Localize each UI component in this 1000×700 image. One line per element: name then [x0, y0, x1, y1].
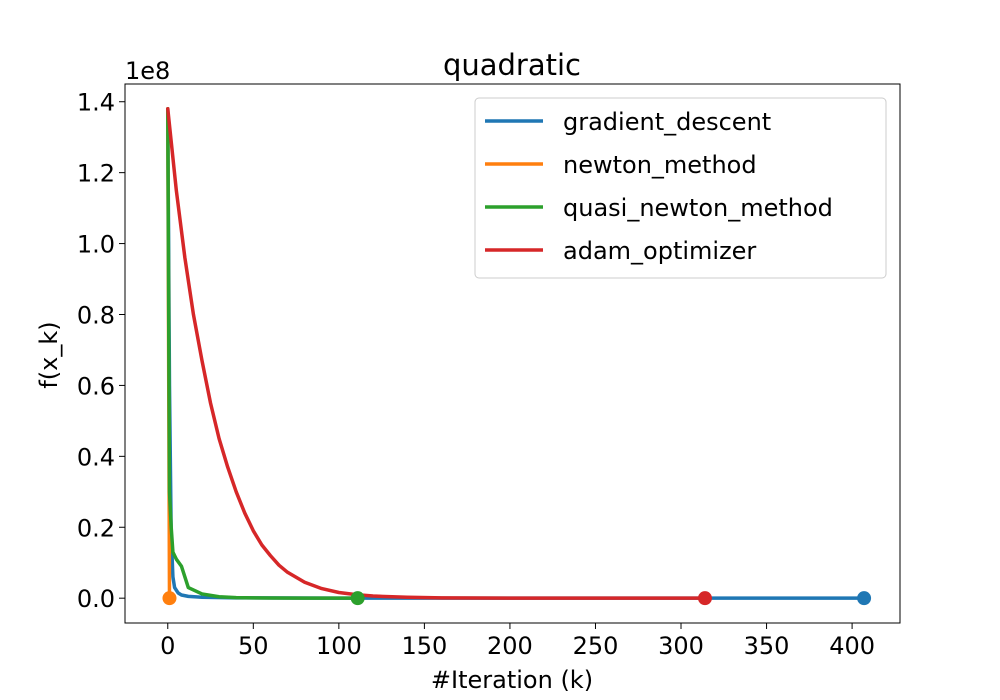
- x-tick-label: 100: [316, 632, 362, 660]
- series-end-marker-adam-optimizer: [697, 591, 712, 606]
- y-tick-label: 0.0: [77, 585, 115, 613]
- y-tick-label: 0.6: [77, 372, 115, 400]
- axes-layer: [124, 83, 901, 624]
- chart-title: quadratic: [443, 48, 581, 82]
- x-tick-label: 400: [829, 632, 875, 660]
- legend-label-gradient-descent: gradient_descent: [563, 108, 771, 136]
- y-axis-title: f(x_k): [35, 321, 63, 388]
- series-line-quasi-newton-method: [166, 107, 360, 600]
- legend-label-quasi-newton-method: quasi_newton_method: [563, 194, 833, 222]
- x-tick-label: 250: [573, 632, 619, 660]
- y-offset-label: 1e8: [125, 57, 170, 85]
- plot-frame: [124, 83, 901, 624]
- legend: gradient_descent newton_method quasi_newto…: [474, 97, 887, 279]
- series-end-marker-newton-method: [162, 591, 177, 606]
- y-tick-label: 0.8: [77, 301, 115, 329]
- x-tick-label: 50: [238, 632, 269, 660]
- y-tick-label: 1.4: [77, 89, 115, 117]
- y-tick-label: 0.2: [77, 514, 115, 542]
- x-tick-label: 300: [658, 632, 704, 660]
- x-tick-label: 200: [487, 632, 533, 660]
- x-tick-label: 150: [401, 632, 447, 660]
- x-tick-label: 350: [744, 632, 790, 660]
- x-tick-label: 0: [160, 632, 175, 660]
- y-tick-label: 1.0: [77, 231, 115, 259]
- y-tick-label: 0.4: [77, 443, 115, 471]
- legend-label-adam-optimizer: adam_optimizer: [563, 237, 756, 265]
- x-axis-title: #Iteration (k): [431, 666, 593, 694]
- y-tick-label: 1.2: [77, 160, 115, 188]
- series-line-adam-optimizer: [166, 107, 707, 600]
- ticks-layer: 0 50 100 150 200 250 300 350 400 0.0 0.2 0.4 0.6 0.8 1…: [77, 89, 875, 660]
- legend-box: [474, 97, 887, 279]
- series-layer: [162, 107, 872, 606]
- legend-label-newton-method: newton_method: [563, 151, 757, 179]
- series-end-marker-gradient-descent: [857, 591, 872, 606]
- series-end-marker-quasi-newton-method: [350, 591, 365, 606]
